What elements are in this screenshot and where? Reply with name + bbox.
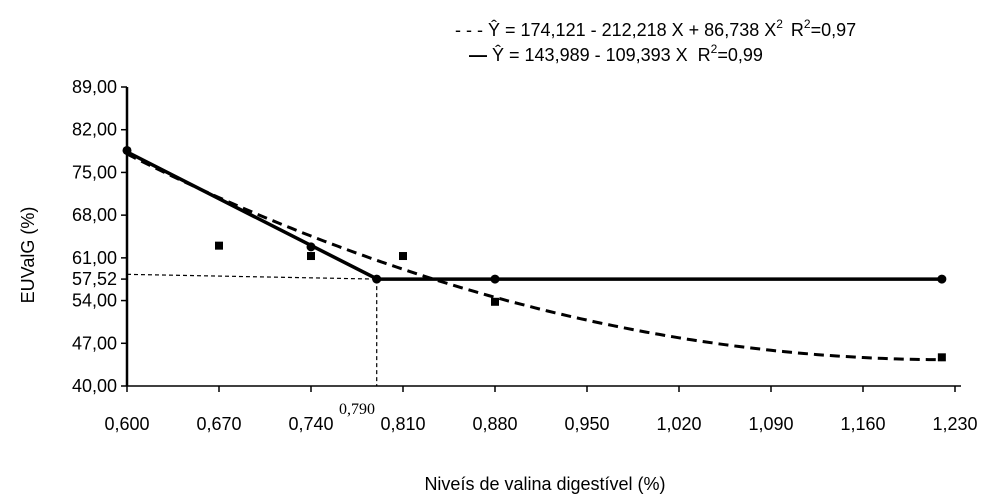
legend-quadratic-superscript: 2 <box>776 17 783 31</box>
y-tick-label: 57,52 <box>72 269 117 289</box>
y-tick-label: 40,00 <box>72 376 117 396</box>
observed-square-point <box>491 297 499 306</box>
legend-linear-r2-superscript: 2 <box>711 42 718 56</box>
legend-solid-marker: — <box>469 45 492 65</box>
reference-lines <box>126 273 378 386</box>
x-tick-label: 0,600 <box>104 414 149 434</box>
x-tick-label: 0,880 <box>472 414 517 434</box>
legend-quadratic-equation: Ŷ = 174,121 - 212,218 X + 86,738 X <box>488 20 776 40</box>
x-tick-label: 0,810 <box>380 414 425 434</box>
legend: - - - Ŷ = 174,121 - 212,218 X + 86,738 X… <box>455 17 856 65</box>
breakpoint-annotation: 0,790 <box>339 401 375 418</box>
breakpoint-horizontal-reference <box>126 273 377 280</box>
legend-entry-linear: — Ŷ = 143,989 - 109,393 X R2=0,99 <box>469 42 763 65</box>
observed-circle-point <box>490 274 500 284</box>
y-tick-label: 54,00 <box>72 291 117 311</box>
x-tick-label: 1,230 <box>932 414 977 434</box>
observed-circle-point <box>306 242 316 252</box>
x-tick-label: 0,740 <box>288 414 333 434</box>
observed-circle-point <box>372 274 382 284</box>
linear-plateau-fit-line <box>126 150 942 281</box>
quadratic-fit-line <box>126 152 942 362</box>
observed-square-point <box>399 252 407 261</box>
legend-dashed-marker: - - - <box>455 20 488 40</box>
legend-quadratic-r2: R <box>791 20 804 40</box>
x-axis-title: Niveís de valina digestível (%) <box>424 474 665 494</box>
legend-entry-quadratic: - - - Ŷ = 174,121 - 212,218 X + 86,738 X… <box>455 17 856 40</box>
x-tick-label: 0,670 <box>196 414 241 434</box>
legend-quadratic-r2-value: =0,97 <box>811 20 857 40</box>
x-tick-label: 1,090 <box>748 414 793 434</box>
legend-linear-r2-value: =0,99 <box>717 45 763 65</box>
series-lines <box>126 150 942 362</box>
y-tick-label: 47,00 <box>72 333 117 353</box>
observed-circle-point <box>937 274 947 284</box>
legend-linear-r2: R <box>698 45 711 65</box>
y-tick-label: 61,00 <box>72 248 117 268</box>
y-tick-label: 68,00 <box>72 205 117 225</box>
x-tick-label: 1,020 <box>656 414 701 434</box>
x-tick-label: 1,160 <box>840 414 885 434</box>
observed-square-point <box>307 252 315 261</box>
observed-square-point <box>937 353 946 362</box>
y-tick-label: 89,00 <box>72 77 117 97</box>
legend-quadratic-r2-superscript: 2 <box>804 17 811 31</box>
observed-circle-point <box>122 145 132 155</box>
axes <box>121 86 961 392</box>
y-tick-label: 82,00 <box>72 120 117 140</box>
data-points <box>122 145 947 362</box>
y-axis-title: EUValG (%) <box>18 207 38 304</box>
x-tick-label: 0,950 <box>564 414 609 434</box>
y-tick-label: 75,00 <box>72 162 117 182</box>
observed-square-point <box>215 241 223 250</box>
legend-linear-equation: Ŷ = 143,989 - 109,393 X <box>492 45 688 65</box>
